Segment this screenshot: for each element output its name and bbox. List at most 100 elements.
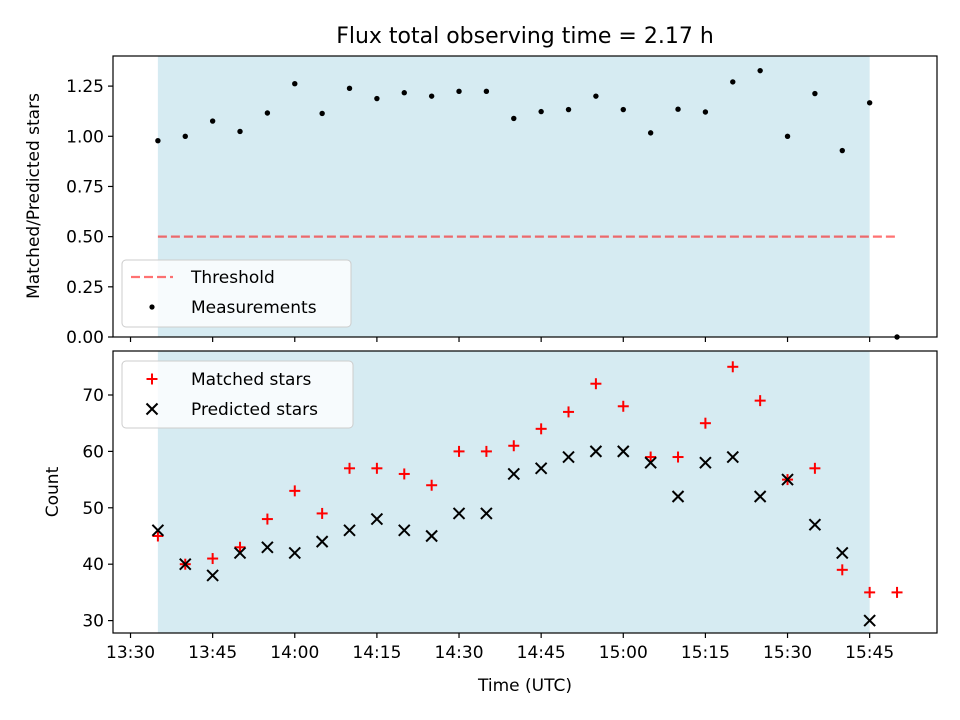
measurement-point [209,118,216,124]
measurement-point [292,80,298,87]
x-tick-label: 14:30 [435,643,484,663]
measurement-point [647,130,654,136]
predicted-star-point [808,518,822,531]
predicted-star-point [343,524,356,537]
bottom-y-tick-label: 30 [82,612,104,632]
measurement-point [784,133,791,139]
top-y-tick-label: 0.75 [66,177,104,197]
predicted-star-point [617,445,630,458]
predicted-star-point [699,456,712,469]
bottom-x-ticks: 13:30 13:45 14:00 14:15 14:30 14:45 15:00 15:15… [106,633,894,663]
measurement-point [264,110,271,116]
top-y-tick-label: 1.25 [66,77,104,97]
top-panel-frame [112,55,938,338]
measurement-point [730,79,736,85]
matched-star-point [207,553,219,565]
matched-star-point [344,462,356,474]
matched-star-point [836,564,848,576]
predicted-star-point [589,445,603,458]
x-tick-label: 14:00 [270,643,319,663]
legend-measurements-swatch [149,304,155,310]
predicted-star-point [836,546,849,560]
matched-star-point [617,400,629,412]
matched-star-point [152,530,164,542]
matched-star-point [289,485,301,497]
x-tick-label: 15:45 [845,643,894,663]
predicted-star-point [671,490,685,503]
measurement-point [155,138,161,144]
predicted-star-point [534,462,548,475]
predicted-star-point [562,450,575,464]
predicted-star-point [452,507,466,520]
x-tick-label: 13:45 [188,643,237,663]
measurement-point [237,128,243,135]
legend-predicted-label: Predicted stars [191,400,318,420]
predicted-star-point [753,490,767,503]
legend-matched-swatch [146,373,158,385]
predicted-star-point [507,467,520,481]
matched-star-point [754,395,766,407]
matched-star-point [261,513,273,525]
x-tick-label: 14:45 [517,643,566,663]
predicted-star-point [398,524,411,537]
bottom-y-label: Count [43,466,63,517]
x-tick-label: 15:00 [599,643,648,663]
measurement-point [401,90,407,96]
measurement-point [593,93,599,99]
matched-star-point [535,423,547,435]
predicted-star-point [151,524,165,537]
measurement-point [346,85,353,92]
matched-star-point [699,417,711,429]
measurement-point [428,93,435,99]
measurement-point [538,108,544,115]
legend-matched-label: Matched stars [191,370,311,390]
bottom-panel-frame [112,350,938,634]
matched-star-point [891,586,903,598]
top-y-tick-label: 0.25 [66,278,104,298]
predicted-star-point [206,569,219,582]
matched-star-point [453,445,465,457]
measurement-point [675,106,681,112]
bottom-y-tick-label: 60 [82,442,104,462]
top-x-ticks [129,337,871,342]
measurement-point [565,106,572,113]
predicted-star-point [315,535,329,548]
bottom-y-tick-label: 40 [82,555,104,575]
x-tick-label: 15:30 [763,643,812,663]
matched-star-point [508,440,520,452]
chart-title: Flux total observing time = 2.17 h [336,24,714,49]
legend-predicted-marker [145,402,159,416]
measurement-point [319,110,325,117]
predicted-star-point [288,546,301,560]
predicted-star-point [480,507,493,520]
legend-predicted-swatch [145,402,159,416]
top-y-tick-label: 1.00 [66,127,104,147]
measurement-point [812,90,818,97]
matched-star-point [645,451,657,463]
measurement-point [456,88,462,95]
predicted-star-point [425,529,438,543]
matched-star-point [590,378,602,390]
bottom-legend: Matched stars Predicted stars [121,360,354,429]
matched-star-point [480,445,492,457]
matched-star-point [426,479,438,491]
predicted-star-point [781,473,794,486]
matched-star-point [672,451,684,463]
predicted-star-point [370,512,384,526]
predicted-star-point [233,546,247,560]
measurement-point [374,95,380,102]
legend-matched-marker [146,373,158,385]
matched-star-point [398,468,410,480]
top-legend-box [121,259,352,328]
bottom-legend-box [121,360,354,429]
predicted-star-point [726,450,739,464]
predicted-star-point [863,614,876,627]
measurement-point [182,133,188,139]
bottom-y-tick-label: 70 [82,386,104,406]
matched-star-point [563,406,575,418]
bottom-y-tick-label: 50 [82,499,104,519]
measurement-point [620,106,626,113]
matched-star-point [727,361,739,373]
bottom-y-ticks: 30 40 50 60 70 [82,386,113,632]
